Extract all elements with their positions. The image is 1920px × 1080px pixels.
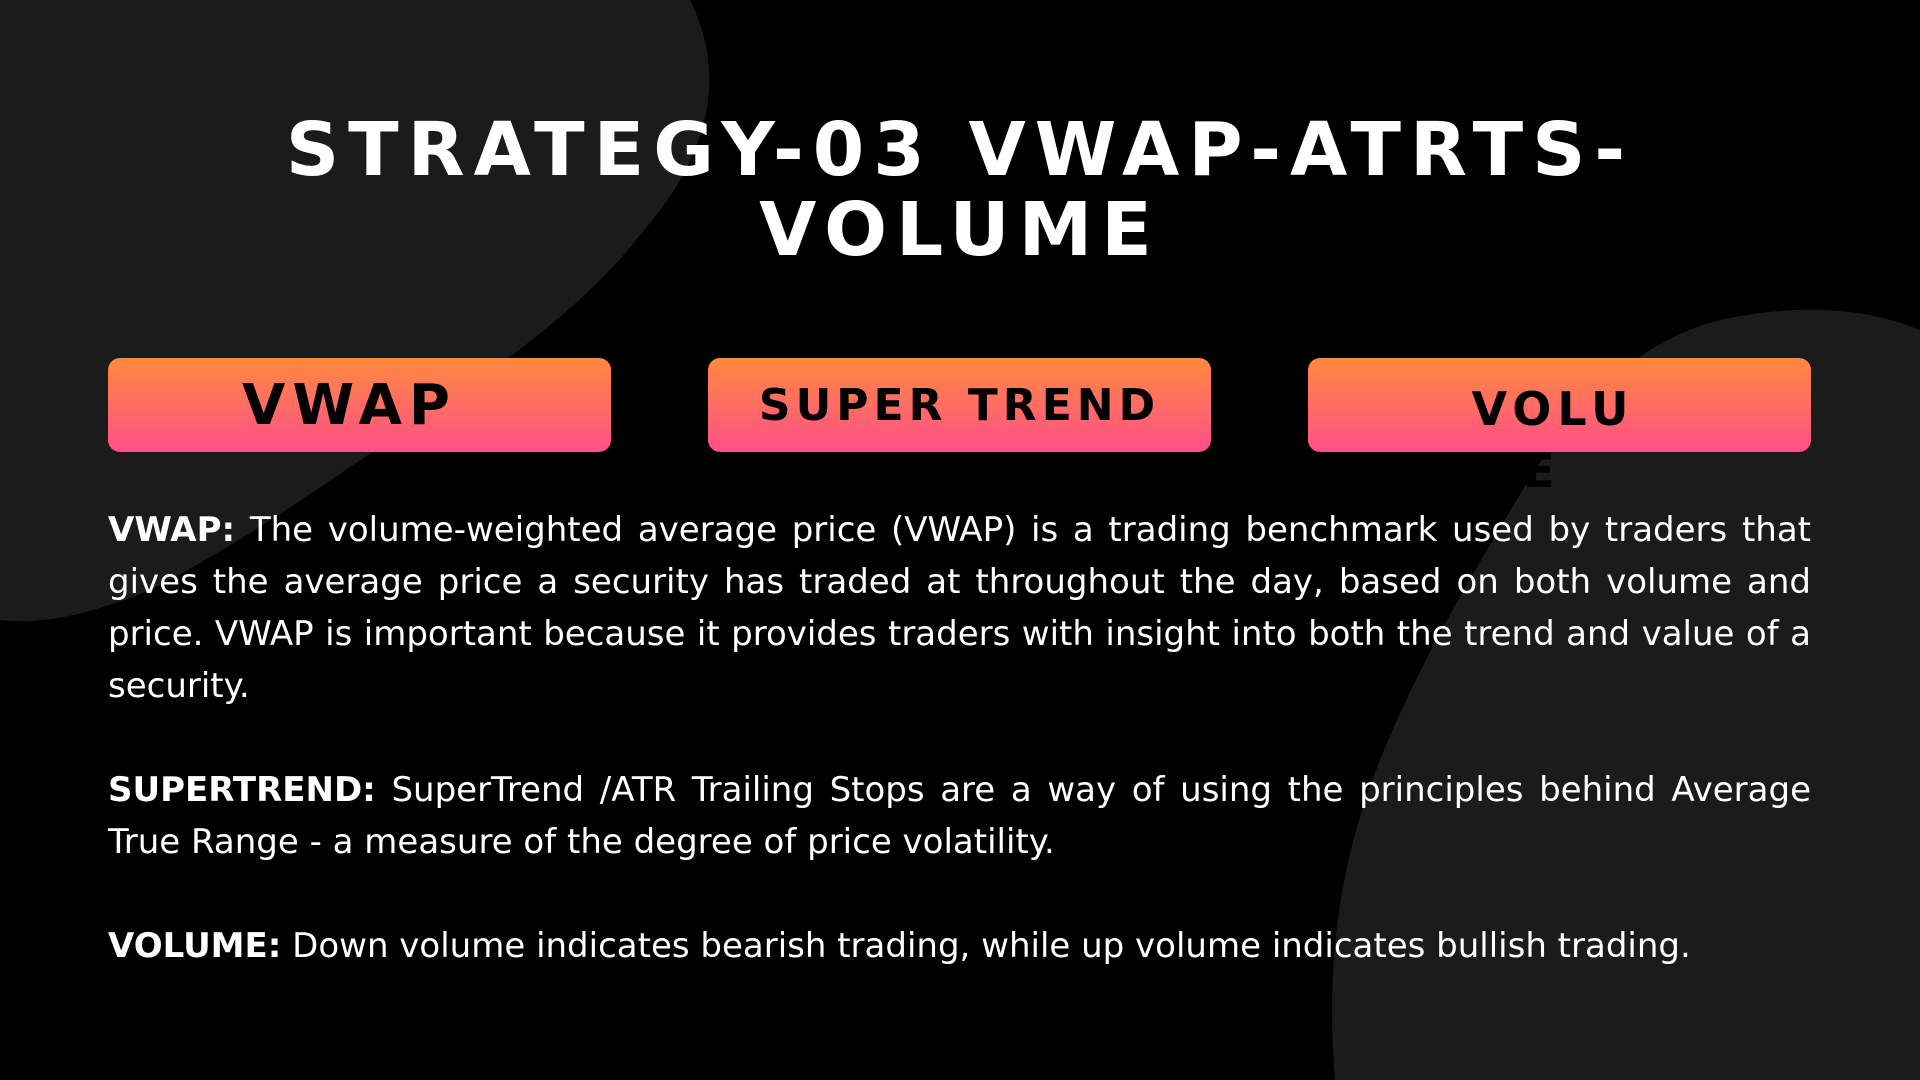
vwap-button-label: VWAP bbox=[242, 372, 457, 438]
bottom-right-blob bbox=[1332, 309, 1920, 1080]
volume-button[interactable]: VOLUME bbox=[1308, 358, 1811, 498]
supertrend-term: SUPERTREND: bbox=[108, 770, 376, 810]
volume-button-label: VOLUME bbox=[1471, 382, 1635, 498]
super-trend-button-label: SUPER TREND bbox=[758, 379, 1161, 431]
volume-description: VOLUME: Down volume indicates bearish tr… bbox=[108, 920, 1811, 972]
supertrend-text: SuperTrend /ATR Trailing Stops are a way… bbox=[108, 770, 1811, 862]
vwap-text: The volume-weighted average price (VWAP)… bbox=[108, 510, 1811, 706]
vwap-description: VWAP: The volume-weighted average price … bbox=[108, 504, 1811, 712]
vwap-term: VWAP: bbox=[108, 510, 236, 550]
volume-term: VOLUME: bbox=[108, 926, 282, 966]
top-left-blob bbox=[0, 0, 710, 622]
super-trend-button[interactable]: SUPER TREND bbox=[708, 358, 1211, 452]
vwap-button[interactable]: VWAP bbox=[108, 358, 611, 452]
slide-title: STRATEGY-03 VWAP-ATRTS-VOLUME bbox=[285, 107, 1635, 273]
volume-text: Down volume indicates bearish trading, w… bbox=[292, 926, 1691, 966]
supertrend-description: SUPERTREND: SuperTrend /ATR Trailing Sto… bbox=[108, 764, 1811, 868]
